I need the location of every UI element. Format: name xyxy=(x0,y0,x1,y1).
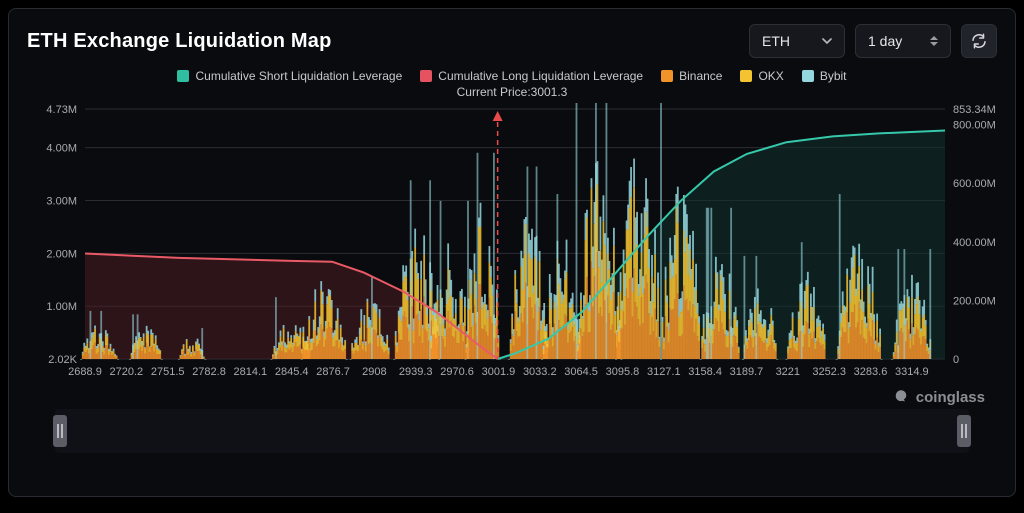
svg-text:2876.7: 2876.7 xyxy=(316,366,350,378)
legend-item[interactable]: Cumulative Long Liquidation Leverage xyxy=(420,69,643,83)
legend-item[interactable]: OKX xyxy=(740,69,783,83)
svg-text:2688.9: 2688.9 xyxy=(68,366,102,378)
svg-text:3064.5: 3064.5 xyxy=(564,366,598,378)
svg-text:3.00M: 3.00M xyxy=(46,195,77,207)
legend-item[interactable]: Cumulative Short Liquidation Leverage xyxy=(177,69,402,83)
legend-label: Bybit xyxy=(820,69,847,83)
svg-text:2845.4: 2845.4 xyxy=(275,366,309,378)
svg-text:3127.1: 3127.1 xyxy=(647,366,681,378)
watermark: coinglass xyxy=(892,388,985,406)
legend-label: Binance xyxy=(679,69,722,83)
svg-text:3221: 3221 xyxy=(776,366,800,378)
legend-label: OKX xyxy=(758,69,783,83)
header-controls: ETH 1 day xyxy=(749,24,997,58)
liquidation-chart[interactable]: 2.02K 1.00M 2.00M 3.00M 4.00M 4.73M 0 200.00M 40… xyxy=(27,103,999,403)
svg-text:4.73M: 4.73M xyxy=(46,104,77,116)
svg-text:1.00M: 1.00M xyxy=(46,301,77,313)
chevron-down-icon xyxy=(822,36,832,46)
chart-area: 2.02K 1.00M 2.00M 3.00M 4.00M 4.73M 0 200.00M 40… xyxy=(27,103,997,403)
svg-text:3252.3: 3252.3 xyxy=(812,366,846,378)
svg-text:3095.8: 3095.8 xyxy=(606,366,640,378)
panel-header: ETH Exchange Liquidation Map ETH 1 day xyxy=(27,23,997,59)
asset-select[interactable]: ETH xyxy=(749,24,845,58)
chart-legend: Cumulative Short Liquidation Leverage Cum… xyxy=(27,69,997,83)
svg-text:2970.6: 2970.6 xyxy=(440,366,474,378)
svg-text:2720.2: 2720.2 xyxy=(110,366,144,378)
svg-text:0: 0 xyxy=(953,354,959,366)
page-title: ETH Exchange Liquidation Map xyxy=(27,30,332,53)
svg-text:3158.4: 3158.4 xyxy=(688,366,722,378)
legend-swatch xyxy=(420,70,432,82)
legend-swatch xyxy=(177,70,189,82)
legend-label: Cumulative Short Liquidation Leverage xyxy=(195,69,402,83)
legend-swatch xyxy=(802,70,814,82)
stepper-icon xyxy=(930,36,938,46)
timerange-select-value: 1 day xyxy=(868,33,902,49)
svg-text:600.00M: 600.00M xyxy=(953,178,996,190)
legend-swatch xyxy=(740,70,752,82)
current-price-label: Current Price:3001.3 xyxy=(27,85,997,99)
range-scrubber[interactable] xyxy=(55,409,969,453)
legend-item[interactable]: Bybit xyxy=(802,69,847,83)
scrubber-handle-left[interactable] xyxy=(53,415,67,447)
svg-text:2751.5: 2751.5 xyxy=(151,366,185,378)
svg-text:2.00M: 2.00M xyxy=(46,248,77,260)
legend-item[interactable]: Binance xyxy=(661,69,722,83)
svg-text:2814.1: 2814.1 xyxy=(234,366,268,378)
svg-text:3033.2: 3033.2 xyxy=(523,366,557,378)
refresh-button[interactable] xyxy=(961,24,997,58)
svg-text:400.00M: 400.00M xyxy=(953,237,996,249)
svg-text:3314.9: 3314.9 xyxy=(895,366,929,378)
scrubber-handle-right[interactable] xyxy=(957,415,971,447)
svg-text:2908: 2908 xyxy=(362,366,386,378)
timerange-select[interactable]: 1 day xyxy=(855,24,951,58)
svg-text:3001.9: 3001.9 xyxy=(482,366,516,378)
svg-text:800.00M: 800.00M xyxy=(953,120,996,132)
coinglass-logo-icon xyxy=(892,388,910,406)
svg-text:3189.7: 3189.7 xyxy=(730,366,764,378)
svg-text:4.00M: 4.00M xyxy=(46,143,77,155)
refresh-icon xyxy=(970,32,988,50)
liquidation-panel: ETH Exchange Liquidation Map ETH 1 day C… xyxy=(8,8,1016,497)
legend-swatch xyxy=(661,70,673,82)
svg-text:2782.8: 2782.8 xyxy=(192,366,226,378)
svg-text:853.34M: 853.34M xyxy=(953,104,996,116)
asset-select-value: ETH xyxy=(762,33,790,49)
svg-text:200.00M: 200.00M xyxy=(953,295,996,307)
svg-text:2.02K: 2.02K xyxy=(48,354,77,366)
svg-text:3283.6: 3283.6 xyxy=(854,366,888,378)
legend-label: Cumulative Long Liquidation Leverage xyxy=(438,69,643,83)
svg-text:2939.3: 2939.3 xyxy=(399,366,433,378)
